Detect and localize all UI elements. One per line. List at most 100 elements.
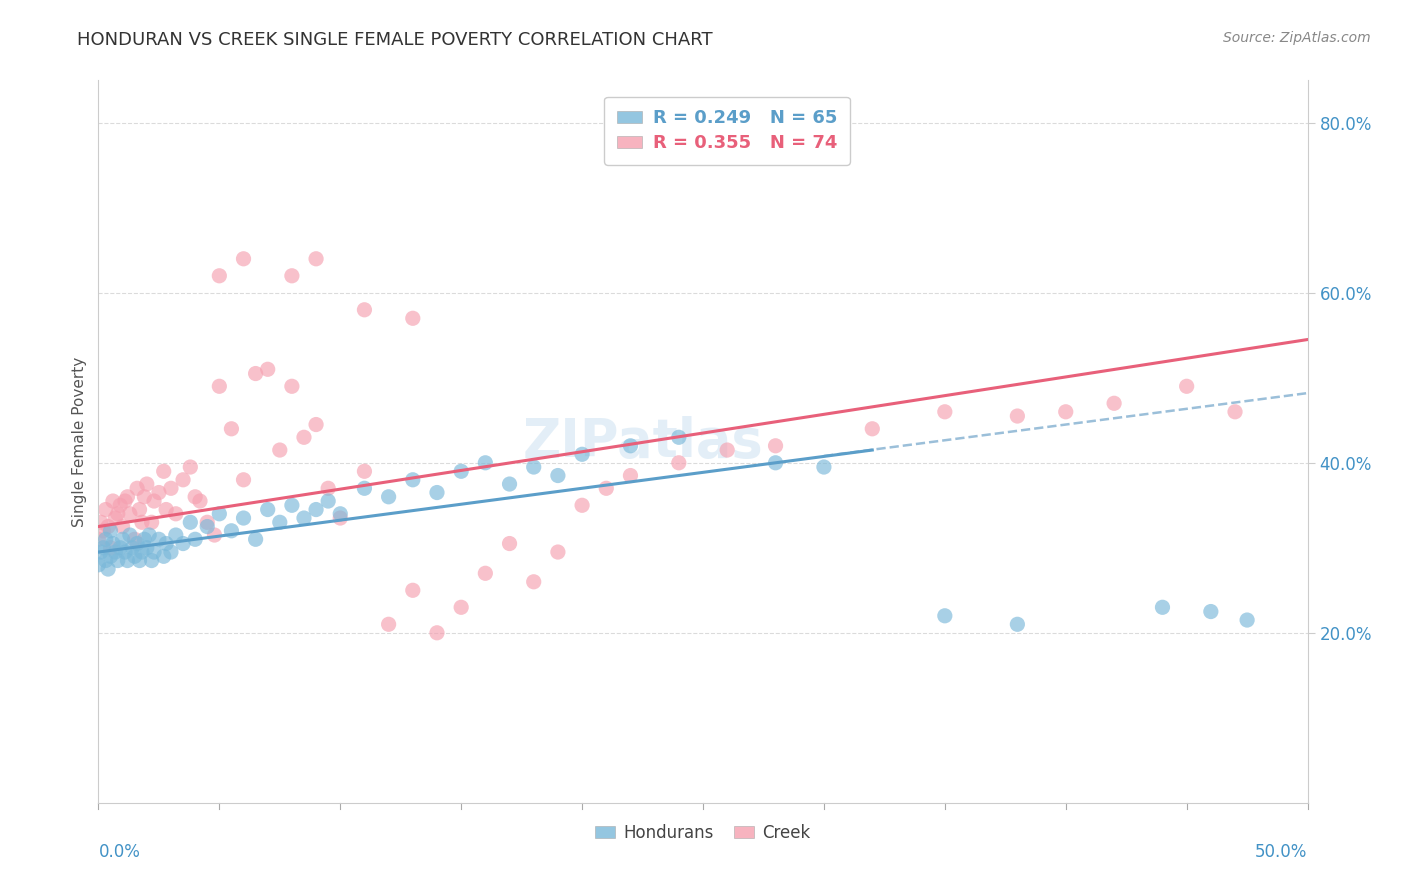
Text: 0.0%: 0.0% <box>98 843 141 861</box>
Point <box>934 608 956 623</box>
Point <box>256 502 278 516</box>
Point <box>172 473 194 487</box>
Point <box>114 545 136 559</box>
Point <box>474 456 496 470</box>
Point <box>134 533 156 547</box>
Point <box>498 477 520 491</box>
Point <box>232 252 254 266</box>
Point <box>128 502 150 516</box>
Point <box>1199 605 1222 619</box>
Point <box>353 302 375 317</box>
Point <box>281 268 304 283</box>
Point <box>127 481 149 495</box>
Point <box>450 464 472 478</box>
Point <box>1007 409 1029 423</box>
Point <box>221 524 243 538</box>
Point <box>353 481 375 495</box>
Point <box>316 481 339 495</box>
Point <box>127 536 149 550</box>
Point <box>813 460 835 475</box>
Point <box>547 468 569 483</box>
Point <box>152 464 174 478</box>
Point <box>124 533 146 547</box>
Point <box>94 553 117 567</box>
Point <box>100 549 122 564</box>
Point <box>281 498 304 512</box>
Point <box>148 533 170 547</box>
Point <box>155 536 177 550</box>
Point <box>329 511 352 525</box>
Point <box>498 536 520 550</box>
Point <box>402 583 425 598</box>
Point <box>934 405 956 419</box>
Point <box>155 502 177 516</box>
Point <box>101 494 124 508</box>
Point <box>765 439 787 453</box>
Point <box>188 494 211 508</box>
Point <box>377 617 399 632</box>
Point <box>91 524 114 538</box>
Point <box>165 507 187 521</box>
Point <box>160 481 183 495</box>
Point <box>100 541 122 555</box>
Point <box>292 511 315 525</box>
Point <box>402 473 425 487</box>
Text: Source: ZipAtlas.com: Source: ZipAtlas.com <box>1223 31 1371 45</box>
Point <box>111 519 134 533</box>
Point <box>195 516 218 530</box>
Point <box>377 490 399 504</box>
Point <box>305 417 328 432</box>
Point <box>91 541 114 555</box>
Point <box>184 490 207 504</box>
Legend: Hondurans, Creek: Hondurans, Creek <box>589 817 817 848</box>
Point <box>135 477 157 491</box>
Point <box>426 625 449 640</box>
Point <box>128 553 150 567</box>
Point <box>292 430 315 444</box>
Point <box>208 379 231 393</box>
Point <box>121 541 143 555</box>
Point <box>1236 613 1258 627</box>
Point <box>135 541 157 555</box>
Point <box>1054 405 1077 419</box>
Point <box>104 511 127 525</box>
Point <box>90 516 112 530</box>
Point <box>208 268 231 283</box>
Point <box>765 456 787 470</box>
Point <box>245 367 267 381</box>
Point <box>152 549 174 564</box>
Point <box>1102 396 1125 410</box>
Point <box>353 464 375 478</box>
Point <box>716 443 738 458</box>
Point <box>595 481 617 495</box>
Text: ZIPatlas: ZIPatlas <box>522 416 763 467</box>
Point <box>1007 617 1029 632</box>
Point <box>619 468 641 483</box>
Point <box>402 311 425 326</box>
Point <box>87 558 110 572</box>
Point <box>94 533 117 547</box>
Point <box>1223 405 1246 419</box>
Point <box>523 574 546 589</box>
Point <box>619 439 641 453</box>
Point <box>269 443 291 458</box>
Point <box>160 545 183 559</box>
Text: HONDURAN VS CREEK SINGLE FEMALE POVERTY CORRELATION CHART: HONDURAN VS CREEK SINGLE FEMALE POVERTY … <box>77 31 713 49</box>
Y-axis label: Single Female Poverty: Single Female Poverty <box>72 357 87 526</box>
Point <box>232 473 254 487</box>
Point <box>474 566 496 581</box>
Point <box>1152 600 1174 615</box>
Point <box>204 528 226 542</box>
Point <box>114 494 136 508</box>
Point <box>117 553 139 567</box>
Point <box>97 519 120 533</box>
Point <box>104 545 127 559</box>
Point <box>426 485 449 500</box>
Point <box>94 502 117 516</box>
Point <box>450 600 472 615</box>
Point <box>305 252 328 266</box>
Point <box>668 430 690 444</box>
Point <box>860 422 883 436</box>
Point <box>87 533 110 547</box>
Point <box>256 362 278 376</box>
